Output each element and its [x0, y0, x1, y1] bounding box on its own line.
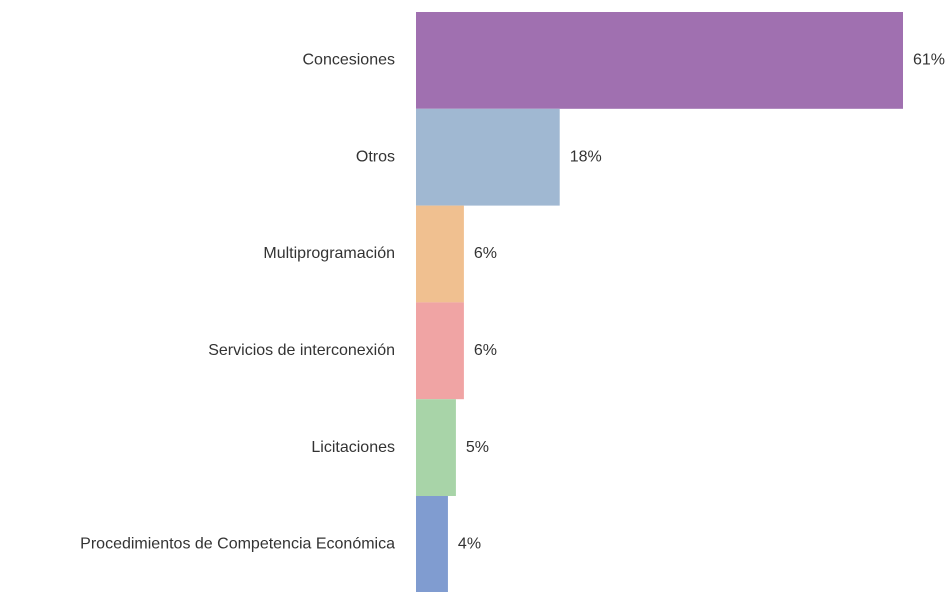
category-label: Otros	[356, 148, 395, 165]
category-label: Multiprogramación	[263, 245, 395, 262]
bar	[416, 12, 903, 109]
bar	[416, 496, 448, 592]
category-label: Concesiones	[303, 52, 396, 69]
value-label: 4%	[458, 536, 481, 553]
category-label: Servicios de interconexión	[208, 342, 395, 359]
value-label: 61%	[913, 52, 945, 69]
value-label: 6%	[474, 342, 497, 359]
value-label: 5%	[466, 439, 489, 456]
bar	[416, 399, 456, 496]
value-label: 18%	[570, 148, 602, 165]
category-label: Licitaciones	[311, 439, 395, 456]
category-label: Procedimientos de Competencia Económica	[80, 536, 395, 553]
bar	[416, 302, 464, 400]
value-label: 6%	[474, 245, 497, 262]
bar	[416, 205, 464, 303]
bar	[416, 108, 560, 206]
